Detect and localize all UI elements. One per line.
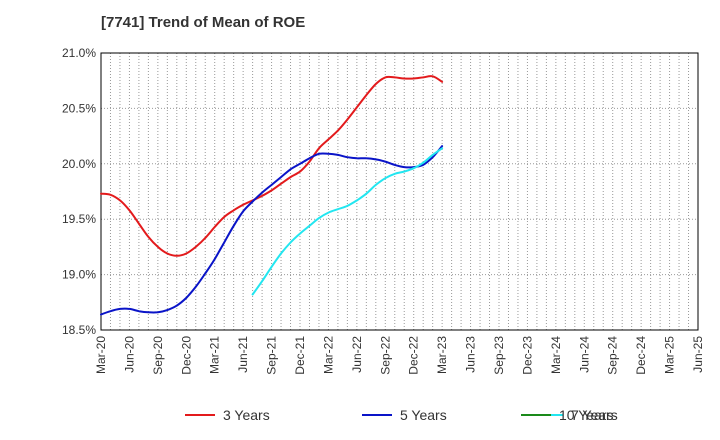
x-tick-label: Dec-24 xyxy=(634,336,648,375)
series-line-3-years xyxy=(100,75,444,257)
y-tick-label: 20.5% xyxy=(62,101,96,115)
series-line-5-years xyxy=(100,145,444,316)
y-tick-label: 19.5% xyxy=(62,212,96,226)
series-lines xyxy=(100,75,444,316)
series-line-7-years xyxy=(251,147,444,296)
legend-label: 3 Years xyxy=(223,407,270,423)
x-tick-label: Jun-21 xyxy=(236,336,250,373)
x-tick-label: Mar-23 xyxy=(435,336,449,374)
x-tick-label: Dec-23 xyxy=(520,336,534,375)
y-axis: 18.5% 19.0% 19.5% 20.0% 20.5% 21.0% xyxy=(62,46,96,337)
x-tick-label: Sep-24 xyxy=(606,336,620,375)
legend-item-5-years: 5 Years xyxy=(362,407,447,423)
legend-label: 7 Years xyxy=(571,407,618,423)
x-tick-label: Sep-20 xyxy=(151,336,165,375)
y-tick-label: 19.0% xyxy=(62,268,96,282)
grid xyxy=(101,53,698,330)
plot-frame xyxy=(100,52,699,331)
legend-item-3-years: 3 Years xyxy=(185,407,270,423)
x-tick-label: Dec-20 xyxy=(179,336,193,375)
x-tick-label: Mar-24 xyxy=(549,336,563,374)
x-tick-label: Dec-21 xyxy=(293,336,307,375)
x-axis: Mar-20 Jun-20 Sep-20 Dec-20 Mar-21 Jun-21 Sep-… xyxy=(94,336,705,375)
x-tick-label: Jun-22 xyxy=(350,336,364,373)
x-tick-label: Jun-20 xyxy=(122,336,136,373)
x-tick-label: Mar-25 xyxy=(663,336,677,374)
x-tick-label: Sep-23 xyxy=(492,336,506,375)
legend-label: 5 Years xyxy=(400,407,447,423)
y-tick-label: 21.0% xyxy=(62,46,96,60)
y-tick-label: 18.5% xyxy=(62,323,96,337)
x-tick-label: Mar-22 xyxy=(321,336,335,374)
chart-title: [7741] Trend of Mean of ROE xyxy=(101,14,306,31)
x-tick-label: Mar-20 xyxy=(94,336,108,374)
x-tick-label: Sep-21 xyxy=(265,336,279,375)
x-tick-label: Sep-22 xyxy=(378,336,392,375)
x-tick-label: Jun-24 xyxy=(577,336,591,373)
legend-label: 10 Years xyxy=(559,407,614,423)
plot-area xyxy=(101,53,698,330)
legend-item-10-years: 10 Years xyxy=(521,407,614,423)
x-tick-label: Jun-25 xyxy=(691,336,705,373)
y-tick-label: 20.0% xyxy=(62,157,96,171)
x-tick-label: Dec-22 xyxy=(407,336,421,375)
x-tick-label: Mar-21 xyxy=(208,336,222,374)
x-tick-label: Jun-23 xyxy=(464,336,478,373)
